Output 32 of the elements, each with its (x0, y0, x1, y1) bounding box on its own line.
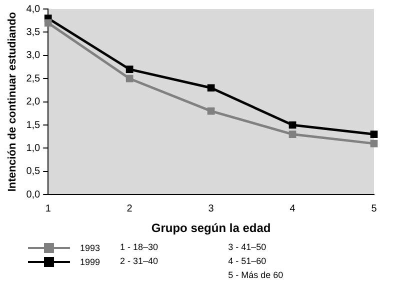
x-axis-title: Grupo según la edad (151, 221, 271, 236)
text: 3 - 41–50 (228, 242, 268, 253)
y-tick-label: 0,5 (26, 166, 41, 178)
point (288, 121, 296, 129)
point (126, 66, 134, 73)
point (44, 19, 52, 27)
point (370, 130, 378, 138)
point (370, 140, 378, 148)
y-tick-label: 2,0 (26, 96, 41, 108)
y-tick-label: 3,0 (26, 50, 41, 62)
y-axis-title: Intención de continuar estudiando (6, 12, 19, 192)
legend-label: 1993 (80, 242, 100, 252)
legend-label: 1999 (80, 256, 100, 266)
point (207, 84, 215, 92)
point (207, 107, 215, 115)
text: 1 - 18–30 (120, 242, 158, 253)
y-tick-label: 1,0 (26, 142, 41, 154)
text: 5 - Más de 60 (228, 270, 284, 281)
y-tick-label: 3,5 (26, 26, 41, 38)
y-tick-label: 4,0 (26, 4, 41, 15)
x-tick-label: 2 (126, 203, 133, 214)
x-tick-label: 3 (208, 203, 214, 214)
text: 4 - 51–60 (228, 256, 268, 267)
y-tick-label: 2,5 (26, 73, 41, 84)
x-tick-label: 4 (290, 203, 296, 214)
point (126, 74, 134, 82)
y-tick-label: 0,0 (26, 189, 41, 200)
x-tick-label: 1 (45, 203, 52, 214)
y-tick-label: 1,5 (26, 120, 41, 131)
point (288, 130, 296, 138)
x-tick-label: 5 (371, 203, 378, 214)
text: 2 - 31–40 (120, 256, 158, 267)
